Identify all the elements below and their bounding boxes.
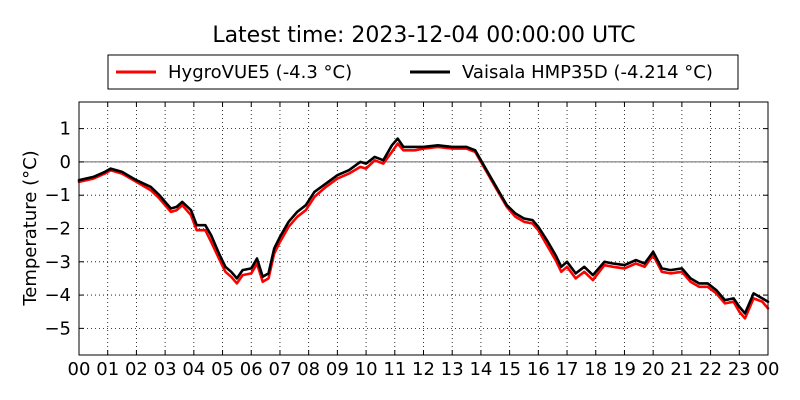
x-tick-label: 22 — [699, 359, 722, 380]
grid — [79, 102, 768, 355]
x-tick-label: 07 — [269, 359, 292, 380]
x-tick-label: 19 — [613, 359, 636, 380]
x-tick-label: 23 — [728, 359, 751, 380]
x-tick-label: 05 — [211, 359, 234, 380]
x-tick-label: 09 — [326, 359, 349, 380]
x-tick-label: 04 — [182, 359, 205, 380]
x-tick-label: 00 — [757, 359, 780, 380]
x-tick-label: 15 — [498, 359, 521, 380]
x-tick-label: 14 — [469, 359, 492, 380]
y-tick-label: −4 — [44, 285, 71, 306]
series-layer — [77, 137, 770, 320]
x-tick-label: 13 — [441, 359, 464, 380]
x-tick-label: 01 — [96, 359, 119, 380]
x-tick-label: 17 — [556, 359, 579, 380]
legend-label-series-1: Vaisala HMP35D (-4.214 °C) — [462, 62, 713, 83]
x-tick-label: 03 — [154, 359, 177, 380]
legend-label-series-0: HygroVUE5 (-4.3 °C) — [168, 62, 352, 83]
y-tick-label: 1 — [60, 119, 71, 140]
ticks: 00 01 02 03 04 05 06 07 08 09 10 11 12 13 14 15 16 17 18 19… — [44, 102, 779, 380]
x-tick-label: 18 — [584, 359, 607, 380]
x-tick-label: 08 — [297, 359, 320, 380]
x-tick-label: 21 — [670, 359, 693, 380]
y-tick-label: 0 — [60, 152, 71, 173]
chart-title: Latest time: 2023-12-04 00:00:00 UTC — [212, 23, 635, 48]
x-tick-label: 16 — [527, 359, 550, 380]
x-tick-label: 06 — [240, 359, 263, 380]
x-tick-label: 20 — [642, 359, 665, 380]
y-tick-label: −3 — [44, 252, 71, 273]
x-tick-label: 11 — [383, 359, 406, 380]
y-tick-label: −5 — [44, 318, 71, 339]
y-tick-label: −2 — [44, 219, 71, 240]
x-tick-label: 10 — [355, 359, 378, 380]
y-axis-label: Temperature (°C) — [20, 150, 41, 306]
x-tick-label: 00 — [68, 359, 91, 380]
x-tick-label: 12 — [412, 359, 435, 380]
x-tick-label: 02 — [125, 359, 148, 380]
series-line-0 — [77, 142, 770, 320]
series-line-1 — [77, 137, 770, 315]
legend: HygroVUE5 (-4.3 °C) Vaisala HMP35D (-4.2… — [107, 54, 739, 90]
y-tick-label: −1 — [44, 185, 71, 206]
